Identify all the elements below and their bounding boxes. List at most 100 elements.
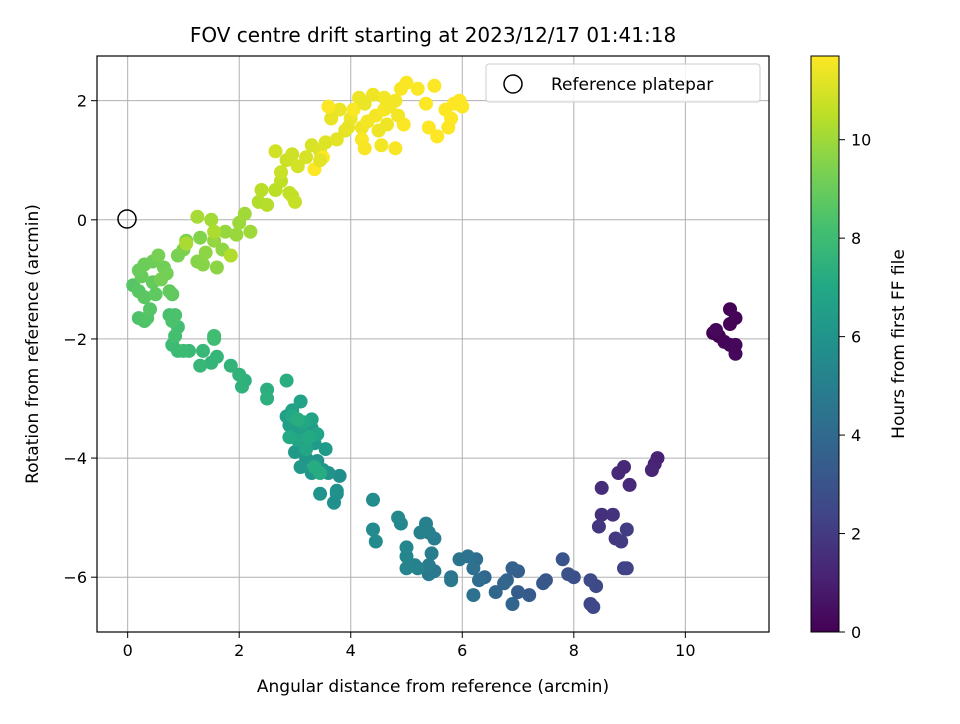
scatter-point bbox=[346, 102, 361, 117]
legend-marker bbox=[503, 74, 523, 94]
scatter-point bbox=[268, 144, 283, 159]
scatter-point bbox=[290, 159, 305, 174]
scatter-point bbox=[168, 329, 183, 343]
scatter-point bbox=[622, 477, 637, 492]
scatter-point bbox=[313, 486, 328, 501]
scatter-point bbox=[723, 317, 737, 331]
x-tick-label: 2 bbox=[234, 641, 244, 660]
scatter-point bbox=[388, 141, 403, 156]
scatter-point bbox=[341, 120, 355, 135]
x-tick-label: 0 bbox=[123, 641, 133, 660]
colorbar-label: Hours from first FF file bbox=[889, 249, 909, 439]
scatter-point bbox=[176, 343, 191, 358]
scatter-point bbox=[204, 212, 219, 227]
scatter-point bbox=[536, 576, 551, 591]
scatter-point bbox=[505, 597, 520, 611]
scatter-point bbox=[511, 585, 525, 600]
scatter-point bbox=[611, 466, 626, 480]
scatter-point bbox=[644, 463, 659, 477]
gridlines bbox=[97, 56, 769, 632]
scatter-point bbox=[299, 150, 314, 165]
scatter-point bbox=[357, 96, 372, 111]
x-tick-label: 8 bbox=[569, 641, 579, 660]
scatter-point bbox=[190, 209, 205, 224]
scatter-point bbox=[619, 522, 634, 537]
scatter-point bbox=[614, 534, 629, 549]
y-tick-label: −2 bbox=[63, 330, 87, 349]
scatter-point bbox=[594, 507, 609, 522]
scatter-point bbox=[324, 111, 339, 126]
scatter-point bbox=[421, 558, 436, 573]
scatter-point bbox=[374, 138, 389, 153]
legend-box bbox=[485, 63, 761, 103]
scatter-point bbox=[605, 507, 620, 522]
scatter-point bbox=[288, 194, 302, 209]
scatter-point bbox=[148, 287, 163, 302]
scatter-point bbox=[193, 230, 208, 245]
scatter-point bbox=[207, 224, 222, 239]
scatter-point bbox=[293, 460, 308, 474]
scatter-point bbox=[728, 346, 743, 361]
scatter-point bbox=[207, 329, 222, 343]
scatter-point bbox=[327, 495, 341, 510]
colorbar-tick-label: 10 bbox=[851, 131, 871, 150]
y-tick-label: −6 bbox=[63, 568, 87, 587]
scatter-point bbox=[154, 272, 169, 287]
scatter-point bbox=[419, 96, 433, 111]
plot-frame bbox=[96, 55, 770, 633]
scatter-point bbox=[209, 349, 224, 364]
scatter-point bbox=[505, 561, 520, 576]
scatter-point bbox=[290, 412, 305, 427]
scatter-point bbox=[162, 284, 177, 299]
x-tick-label: 4 bbox=[346, 641, 356, 660]
scatter-point bbox=[391, 108, 406, 123]
chart-title: FOV centre drift starting at 2023/12/17 … bbox=[190, 23, 676, 47]
colorbar-ticks: 0 2 4 6 8 10 bbox=[839, 131, 871, 642]
scatter-point bbox=[591, 519, 606, 534]
scatter-point bbox=[137, 290, 152, 305]
scatter-point bbox=[318, 135, 333, 150]
scatter-point bbox=[243, 224, 258, 239]
legend: Reference platepar bbox=[485, 63, 761, 103]
scatter-point bbox=[368, 534, 383, 549]
scatter-point bbox=[466, 561, 481, 576]
scatter-point bbox=[399, 561, 414, 576]
scatter-point bbox=[168, 308, 183, 323]
colorbar-tick-label: 8 bbox=[851, 229, 861, 248]
scatter-point bbox=[421, 120, 436, 135]
scatter-point bbox=[466, 588, 481, 603]
scatter-point bbox=[237, 206, 252, 221]
scatter-point bbox=[586, 600, 601, 614]
scatter-point bbox=[427, 78, 442, 93]
scatter-point bbox=[143, 302, 157, 317]
scatter-point bbox=[254, 183, 269, 197]
y-axis-ticks: −6 −4 −2 0 2 bbox=[63, 92, 97, 587]
scatter-point bbox=[413, 525, 428, 540]
scatter-point bbox=[472, 573, 486, 588]
scatter-point bbox=[709, 323, 723, 337]
scatter-point bbox=[193, 358, 208, 373]
x-tick-label: 6 bbox=[457, 641, 467, 660]
scatter-point bbox=[332, 102, 347, 117]
scatter-point bbox=[282, 430, 297, 445]
scatter-point bbox=[455, 99, 470, 114]
scatter-point bbox=[371, 123, 386, 138]
colorbar-tick-label: 2 bbox=[851, 525, 861, 544]
scatter-point bbox=[555, 552, 570, 567]
scatter-point bbox=[179, 236, 194, 251]
scatter-point bbox=[488, 585, 503, 600]
colorbar-gradient bbox=[810, 55, 840, 633]
scatter-point bbox=[366, 522, 380, 537]
reference-platepar-marker bbox=[117, 209, 137, 229]
scatter-point bbox=[329, 132, 344, 147]
scatter-point bbox=[293, 394, 308, 409]
y-tick-label: −4 bbox=[63, 449, 87, 468]
x-axis-ticks: 0 2 4 6 8 10 bbox=[123, 632, 696, 660]
scatter-point bbox=[313, 466, 328, 480]
scatter-point bbox=[410, 81, 425, 96]
scatter-point bbox=[594, 480, 609, 495]
scatter-point bbox=[399, 540, 414, 555]
scatter-point bbox=[198, 245, 213, 260]
scatter-point bbox=[196, 343, 210, 358]
